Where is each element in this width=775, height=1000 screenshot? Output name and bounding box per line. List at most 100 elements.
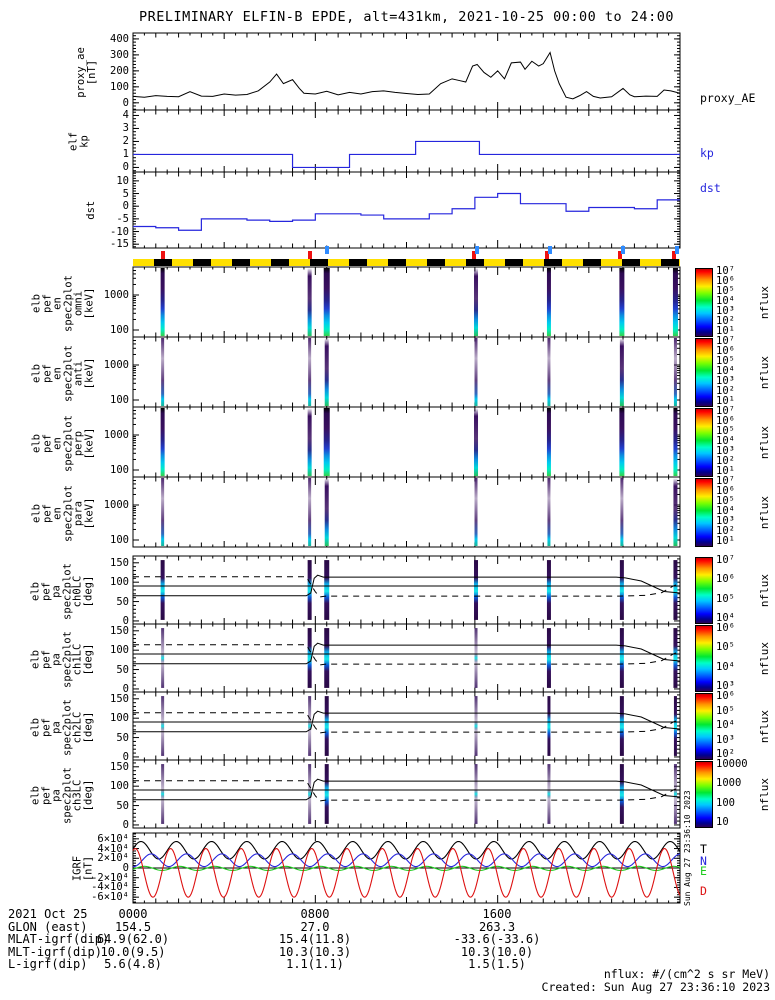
pa_ch2-science-zone-streak: [161, 696, 165, 756]
orbit-bar: [133, 259, 680, 266]
en_anti-ytick-label: 1000: [103, 359, 129, 371]
pa_ch2-science-zone-streak: [474, 696, 478, 756]
igrf-ytick-label: -6×10⁴: [91, 891, 129, 904]
pa_ch0-ytick-label: 100: [110, 576, 129, 589]
proxy_ae-ytick-label: 200: [110, 64, 129, 77]
bottom-row-label: L-igrf(dip): [8, 957, 88, 971]
en_omni-colorbar-tick-label: 10⁵: [716, 285, 735, 297]
pa_ch1-ytick-label: 0: [122, 682, 129, 695]
pa_ch2-ytick-label: 100: [110, 712, 129, 725]
science-zone-tick-blue: [674, 246, 679, 254]
bottom-row-value: 1600: [482, 907, 512, 921]
en_omni-science-zone-streak: [160, 268, 165, 336]
pa_ch1-ytick-label: 100: [110, 644, 129, 657]
proxy_ae-panel-frame: [132, 32, 681, 111]
pa_ch1-colorbar: [695, 625, 713, 692]
en_anti-axis-title: elb pef en spec2plot anti [keV]: [30, 345, 96, 402]
en_para-colorbar-tick-label: 10⁷: [716, 475, 735, 487]
pa_ch2-ytick-label: 0: [122, 750, 129, 763]
bottom-row-value: 10.0(9.5): [100, 944, 166, 959]
en_anti-panel-frame: [132, 336, 681, 408]
en_anti-colorbar-tick-label: 10²: [716, 385, 735, 397]
pa_ch3-ytick-label: 150: [110, 760, 129, 773]
bottom-row-value: 10.3(10.3): [278, 944, 352, 959]
igrf-ytick-label: -4×10⁴: [91, 881, 129, 894]
kp-ytick-label: 2: [122, 135, 129, 148]
dst-ytick-label: 10: [116, 174, 129, 187]
dst-ytick-label: -5: [116, 212, 129, 225]
pa_ch0-science-zone-streak: [673, 560, 678, 620]
en_anti-colorbar-tick-label: 10⁴: [716, 365, 735, 377]
pa_ch2-ytick-label: 50: [116, 731, 129, 744]
en_perp-science-zone-streak: [307, 408, 312, 476]
pa_ch2-axis-title: elb pef pa spec2plot ch2LC [deg]: [29, 699, 95, 756]
pa_ch0-colorbar: [695, 557, 713, 624]
science-zone-tick-red: [544, 251, 549, 259]
dst-ytick-label: 0: [122, 200, 129, 213]
en_anti-colorbar-tick-label: 10⁷: [716, 335, 735, 347]
en_perp-science-zone-streak: [673, 408, 678, 476]
pa_ch2-ytick-label: 150: [110, 692, 129, 705]
science-zone-tick-red: [671, 251, 676, 259]
science-zone-tick-red: [617, 251, 622, 259]
en_omni-colorbar-title: nflux: [758, 285, 772, 320]
proxy_ae-ytick-label: 400: [110, 32, 129, 45]
proxy_ae-ytick-label: 300: [110, 48, 129, 61]
bottom-row-value: 1.5(1.5): [468, 957, 526, 971]
en_perp-science-zone-streak: [160, 408, 165, 476]
kp-panel-frame: [132, 109, 681, 173]
en_para-panel-frame: [132, 476, 681, 548]
science-zone-tick-blue: [621, 246, 626, 254]
en_perp-axis-title: elb pef en spec2plot perp [keV]: [30, 415, 96, 472]
en_para-science-zone-streak: [161, 478, 165, 546]
en_perp-ytick-label: 1000: [103, 429, 129, 441]
en_perp-colorbar-tick-label: 10¹: [716, 465, 735, 477]
en_anti-colorbar-tick-label: 10¹: [716, 395, 735, 407]
en_para-colorbar-tick-label: 10¹: [716, 535, 735, 547]
en_omni-colorbar-tick-label: 10⁴: [716, 295, 735, 307]
pa_ch3-colorbar-tick-label: 10000: [716, 758, 748, 770]
bottom-row-value: 27.0: [300, 919, 330, 934]
pa_ch1-science-zone-streak: [546, 628, 551, 688]
dst-ytick-label: -10: [110, 225, 129, 238]
pa_ch3-losscone-line: [133, 778, 681, 801]
pa_ch0-colorbar-tick-label: 10⁴: [716, 612, 735, 624]
proxy_ae-ytick-label: 100: [110, 80, 129, 93]
en_anti-ytick-label: 100: [110, 394, 129, 406]
en_para-colorbar-tick-label: 10⁴: [716, 505, 735, 517]
science-zone-tick-blue: [548, 246, 553, 254]
pa_ch2-science-zone-streak: [619, 696, 624, 756]
en_para-science-zone-streak: [474, 478, 478, 546]
science-zone-tick-red: [307, 251, 312, 259]
science-zone-tick-red: [160, 251, 165, 259]
igrf-legend-T: T: [700, 842, 707, 856]
en_para-axis-title: elb pef en spec2plot para [keV]: [30, 485, 96, 542]
bottom-row-value: 64.9(62.0): [96, 932, 170, 946]
pa_ch2-science-zone-streak: [324, 696, 329, 756]
en_perp-science-zone-streak: [474, 408, 479, 476]
pa_ch0-science-zone-streak: [619, 560, 624, 620]
pa_ch0-colorbar-tick-label: 10⁵: [716, 592, 735, 605]
igrf-series-N: [132, 853, 681, 868]
dst-series: [133, 192, 680, 231]
en_anti-colorbar-tick-label: 10⁵: [716, 355, 735, 367]
bottom-row-value: 263.3: [478, 919, 516, 934]
en_para-science-zone-streak: [308, 478, 312, 546]
bottom-row-value: 10.3(10.0): [460, 944, 534, 959]
pa_ch3-science-zone-streak: [673, 764, 677, 824]
pa_ch3-panel-frame: [132, 759, 681, 829]
en_para-colorbar-tick-label: 10³: [716, 515, 735, 527]
en_para-science-zone-streak: [324, 478, 329, 546]
en_omni-science-zone-streak: [546, 268, 551, 336]
pa_ch3-colorbar-title: nflux: [758, 777, 772, 812]
bottom-row-label: MLT-igrf(dip): [8, 944, 102, 959]
en_perp-colorbar-title: nflux: [758, 425, 772, 460]
en_omni-axis-title: elb pef en spec2plot omni [keV]: [30, 275, 96, 332]
en_para-colorbar-tick-label: 10⁶: [716, 485, 735, 497]
pa_ch2-science-zone-streak: [547, 696, 551, 756]
en_para-ytick-label: 1000: [103, 499, 129, 511]
pa_ch1-colorbar-tick-label: 10⁶: [716, 622, 735, 634]
en_anti-science-zone-streak: [547, 338, 551, 406]
igrf-series-E: [132, 865, 681, 871]
pa_ch1-colorbar-title: nflux: [758, 641, 772, 676]
